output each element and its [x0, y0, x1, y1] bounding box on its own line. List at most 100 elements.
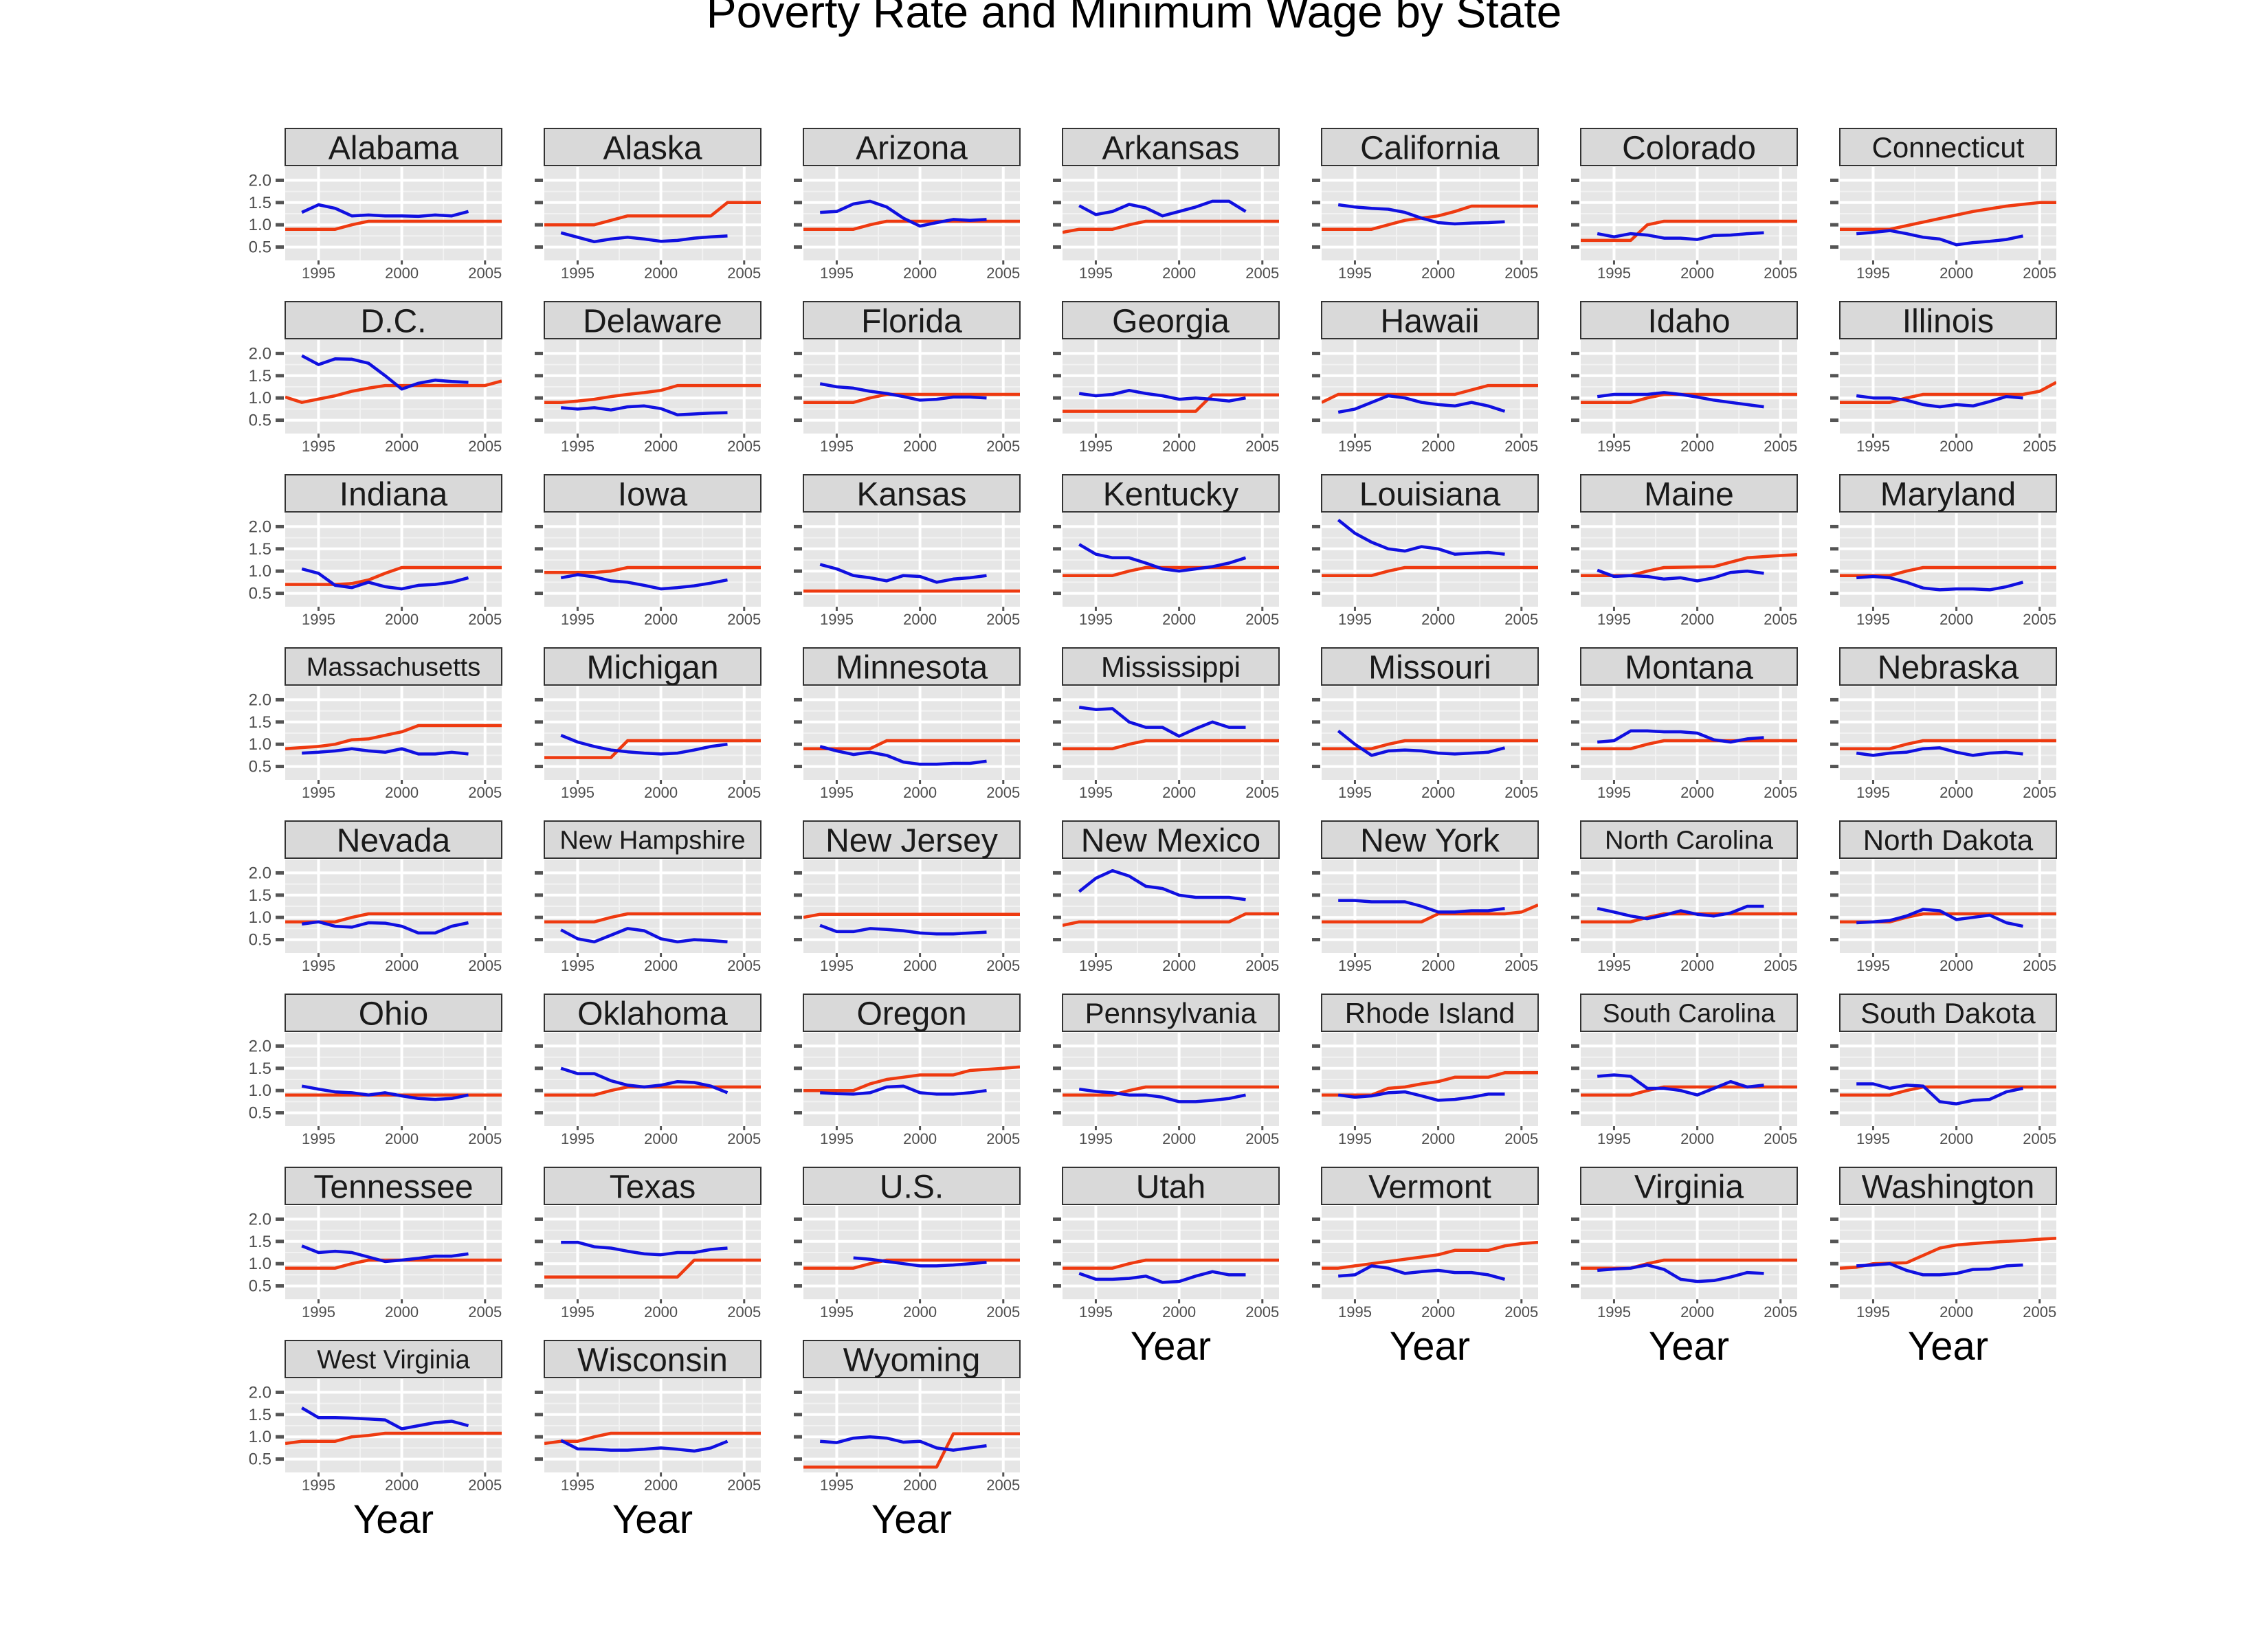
- x-tick-label: 2000: [1939, 1130, 1973, 1147]
- y-tick-label: 1.0: [249, 562, 271, 581]
- facet-panel: Idaho 1995 2000 2005: [1571, 301, 1798, 455]
- facet-panel: Oregon 1995 2000 2005: [794, 994, 1021, 1147]
- facet-panel: New Jersey 1995 2000 2005: [794, 820, 1021, 974]
- x-tick-label: 2005: [1764, 1303, 1797, 1321]
- strip-label: Georgia: [1112, 303, 1230, 339]
- x-tick-label: 1995: [820, 611, 854, 628]
- x-tick-label: 2000: [385, 438, 419, 455]
- x-tick-label: 2000: [1162, 957, 1196, 974]
- x-tick-label: 1995: [1597, 957, 1631, 974]
- poverty-rate-line: [1856, 394, 2023, 409]
- poverty-rate-line: [1337, 1090, 1505, 1102]
- strip-label: Illinois: [1902, 303, 1994, 339]
- strip-label: Mississippi: [1101, 651, 1241, 683]
- x-tick-label: 2000: [385, 1130, 419, 1147]
- poverty-rate-line: [301, 567, 469, 591]
- strip-label: Arizona: [856, 130, 968, 166]
- poverty-rate-line: [819, 563, 987, 584]
- x-tick-label: 2005: [986, 611, 1020, 628]
- facet-panel: D.C. 0.5 1.0 1.5 2.0 1995 2000 2005: [249, 301, 502, 455]
- poverty-rate-line: [820, 199, 987, 228]
- x-tick-label: 2000: [644, 1130, 678, 1147]
- x-tick-label: 1995: [1856, 438, 1890, 455]
- x-tick-label: 2000: [1680, 1303, 1714, 1321]
- minimum-wage-line: [803, 1065, 1020, 1092]
- poverty-rate-line: [853, 1256, 987, 1268]
- x-tick-label: 1995: [302, 438, 335, 455]
- x-tick-label: 2005: [1245, 1130, 1279, 1147]
- x-tick-label: 2000: [1939, 438, 1973, 455]
- poverty-rate-line: [1597, 904, 1764, 921]
- x-tick-label: 2005: [2023, 265, 2056, 282]
- strip-label: Maine: [1644, 476, 1734, 513]
- x-tick-label: 2005: [1245, 265, 1279, 282]
- x-tick-label: 2005: [1764, 957, 1797, 974]
- x-tick-label: 1995: [1597, 265, 1631, 282]
- x-tick-label: 1995: [302, 265, 335, 282]
- strip-header: [285, 994, 502, 1032]
- facet-panel: Iowa 1995 2000 2005: [535, 474, 761, 628]
- poverty-rate-line: [560, 231, 728, 244]
- x-tick-label: 1995: [1079, 957, 1113, 974]
- x-tick-label: 2005: [727, 1130, 761, 1147]
- strip-label: Missouri: [1368, 649, 1491, 686]
- x-tick-label: 2005: [727, 1303, 761, 1321]
- poverty-rate-line: [1078, 543, 1247, 573]
- facet-panel: West Virginia 0.5 1.0 1.5 2.0 1995 2000 2005 Yea…: [249, 1340, 502, 1542]
- x-tick-label: 1995: [1079, 265, 1113, 282]
- poverty-rate-line: [560, 1439, 729, 1453]
- strip-header: [1062, 994, 1280, 1032]
- strip-header: [1839, 301, 2057, 339]
- strip-label: Idaho: [1647, 303, 1730, 339]
- strip-label: Colorado: [1622, 130, 1756, 166]
- strip-header: [803, 301, 1021, 339]
- minimum-wage-line: [1581, 552, 1797, 577]
- poverty-rate-line: [1337, 518, 1505, 556]
- minimum-wage-line: [1581, 1085, 1797, 1097]
- strip-header: [1321, 474, 1539, 513]
- x-tick-label: 2005: [1245, 1303, 1279, 1321]
- x-tick-label: 2005: [1764, 1130, 1797, 1147]
- facet-panel: Alabama 0.5 1.0 1.5 2.0 1995 2000 2005: [249, 128, 502, 282]
- strip-label: New Hampshire: [559, 827, 745, 855]
- x-tick-label: 2005: [468, 265, 502, 282]
- poverty-rate-line: [819, 923, 987, 936]
- x-tick-label: 1995: [1856, 957, 1890, 974]
- poverty-rate-line: [1856, 574, 2024, 592]
- facet-panel: Mississippi 1995 2000 2005: [1053, 647, 1280, 801]
- x-tick-label: 2000: [644, 784, 678, 801]
- x-tick-label: 2005: [1764, 611, 1797, 628]
- strip-header: [544, 994, 761, 1032]
- minimum-wage-line: [544, 1431, 761, 1446]
- x-tick-label: 1995: [302, 611, 335, 628]
- minimum-wage-line: [1581, 219, 1797, 243]
- strip-header: [285, 474, 502, 513]
- poverty-rate-line: [1597, 1073, 1764, 1097]
- x-tick-label: 2005: [2023, 784, 2056, 801]
- x-tick-label: 2005: [1245, 784, 1279, 801]
- y-tick-label: 0.5: [249, 1104, 271, 1123]
- x-tick-label: 2005: [2023, 438, 2056, 455]
- x-tick-label: 2000: [1939, 611, 1973, 628]
- x-tick-label: 2005: [1764, 438, 1797, 455]
- x-tick-label: 2005: [468, 1130, 502, 1147]
- x-tick-label: 1995: [1856, 1130, 1890, 1147]
- minimum-wage-line: [1581, 392, 1797, 404]
- minimum-wage-line: [1322, 1071, 1538, 1097]
- strip-header: [544, 1340, 761, 1378]
- x-tick-label: 2000: [903, 1477, 937, 1494]
- strip-header: [1580, 128, 1798, 166]
- x-tick-label: 2000: [385, 784, 419, 801]
- strip-label: Indiana: [340, 476, 448, 513]
- strip-header: [1839, 647, 2057, 686]
- y-tick-label: 2.0: [249, 1210, 271, 1229]
- poverty-rate-line: [1856, 229, 2023, 247]
- poverty-rate-line: [560, 573, 728, 591]
- y-tick-label: 1.0: [249, 735, 271, 754]
- y-tick-label: 1.5: [249, 1059, 271, 1078]
- strip-header: [1839, 1167, 2057, 1205]
- strip-label: D.C.: [361, 303, 427, 339]
- y-tick-label: 2.0: [249, 344, 271, 363]
- x-tick-label: 1995: [1079, 1130, 1113, 1147]
- x-tick-label: 2005: [468, 1477, 502, 1494]
